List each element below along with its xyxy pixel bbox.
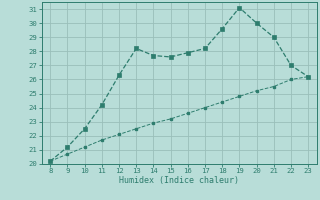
- X-axis label: Humidex (Indice chaleur): Humidex (Indice chaleur): [119, 176, 239, 185]
